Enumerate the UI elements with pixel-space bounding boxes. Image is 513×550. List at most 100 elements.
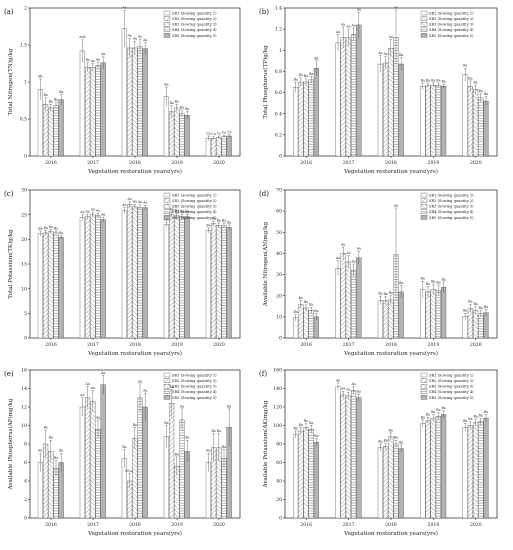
significance-label: Ca <box>211 132 215 136</box>
significance-label: Ba <box>479 306 483 310</box>
x-tick-label: 2017 <box>87 160 99 166</box>
significance-label: Aa <box>345 25 350 29</box>
significance-label: Ca <box>227 130 231 134</box>
x-tick-label: 2020 <box>213 342 225 348</box>
bar <box>137 207 143 339</box>
bar <box>398 448 404 519</box>
significance-label: Ba <box>383 438 387 442</box>
significance-label: Aa <box>90 386 95 390</box>
significance-label: Ca <box>206 131 210 135</box>
bar <box>467 308 473 339</box>
bar <box>351 34 357 157</box>
bar <box>179 113 185 157</box>
y-tick-label: 20 <box>21 237 27 243</box>
y-tick-label: 0 <box>279 516 282 522</box>
significance-label: Aa <box>137 34 142 38</box>
significance-label: Ba <box>222 445 226 449</box>
significance-label: Aa <box>350 23 355 27</box>
bar <box>308 79 314 157</box>
bar <box>377 447 383 519</box>
legend-entry: SR2 (Sowing quantity 2) <box>172 17 217 21</box>
bar <box>132 47 138 157</box>
bar <box>473 422 479 519</box>
y-tick-label: 10 <box>21 423 27 429</box>
bar <box>398 291 404 339</box>
significance-label: Ba <box>169 208 173 212</box>
bar <box>163 224 169 339</box>
bar <box>43 232 49 339</box>
significance-label: Aa <box>84 210 89 214</box>
bar <box>37 233 43 339</box>
significance-label: Ba <box>299 73 303 77</box>
significance-label: Ba <box>399 281 403 285</box>
bar <box>462 316 468 339</box>
significance-label: Ba <box>394 436 398 440</box>
legend-entry: SR5 (Sowing quantity 5) <box>429 216 474 220</box>
significance-label: Ba <box>185 436 189 440</box>
significance-label: Ba <box>309 303 313 307</box>
significance-label: Aa <box>377 51 382 55</box>
legend-swatch <box>163 22 171 27</box>
significance-label: Aa <box>84 382 89 386</box>
legend-swatch <box>163 204 171 209</box>
significance-label: Ba <box>133 423 137 427</box>
significance-label: Ba <box>185 107 189 111</box>
legend-swatch <box>163 16 171 21</box>
bar <box>211 223 217 339</box>
x-axis-label: Vegetation restoration years(yrs) <box>343 350 438 357</box>
bar <box>430 84 436 157</box>
bar <box>473 310 479 339</box>
bar <box>142 406 148 519</box>
x-axis-label: Vegetation restoration years(yrs) <box>87 350 182 357</box>
significance-label: Ba <box>175 100 179 104</box>
bar <box>303 81 309 157</box>
significance-label: Ba <box>54 226 58 230</box>
significance-label: Ba <box>431 410 435 414</box>
significance-label: Ba <box>43 93 47 97</box>
bar <box>393 443 399 519</box>
significance-label: Ba <box>436 280 440 284</box>
significance-label: Aa <box>95 209 100 213</box>
legend-entry: SR5 (Sowing quantity 5) <box>429 396 474 400</box>
y-tick-label: 5 <box>24 311 27 317</box>
significance-label: Ba <box>59 449 63 453</box>
significance-label: Ba <box>309 421 313 425</box>
bar <box>100 384 106 519</box>
significance-label: Aa <box>340 22 345 26</box>
legend-swatch <box>420 389 428 394</box>
bar <box>53 105 59 157</box>
significance-label: Ba <box>309 72 313 76</box>
bar <box>298 304 304 339</box>
significance-label: Bb <box>38 74 42 78</box>
significance-label: Ba <box>479 89 483 93</box>
x-axis-label: Vegetation restoration years(yrs) <box>343 168 438 175</box>
significance-label: Ba <box>463 64 467 68</box>
panel-label: (d) <box>259 190 269 198</box>
bar <box>137 46 143 157</box>
significance-label: Ba <box>463 419 467 423</box>
bar <box>420 86 426 157</box>
x-tick-label: 2016 <box>45 160 57 166</box>
bar <box>121 210 127 339</box>
x-tick-label: 2019 <box>428 522 440 528</box>
significance-label: Ba <box>484 410 488 414</box>
significance-label: Ba <box>314 434 318 438</box>
bar <box>388 47 394 157</box>
bar <box>478 421 484 519</box>
significance-label: Aab <box>78 35 85 39</box>
significance-label: Ba <box>206 223 210 227</box>
y-tick-label: 20 <box>276 497 282 503</box>
bar <box>169 403 175 519</box>
significance-label: Ba <box>222 218 226 222</box>
bar <box>174 215 180 339</box>
significance-label: Ba <box>211 216 215 220</box>
significance-label: Ba <box>436 78 440 82</box>
significance-label: Ba <box>463 309 467 313</box>
significance-label: Ba <box>441 277 445 281</box>
y-tick-label: 12 <box>21 405 27 411</box>
legend-swatch <box>163 209 171 214</box>
legend-entry: SR3 (Sowing quantity 3) <box>429 385 474 389</box>
x-tick-label: 2016 <box>45 342 57 348</box>
bar <box>79 406 85 519</box>
